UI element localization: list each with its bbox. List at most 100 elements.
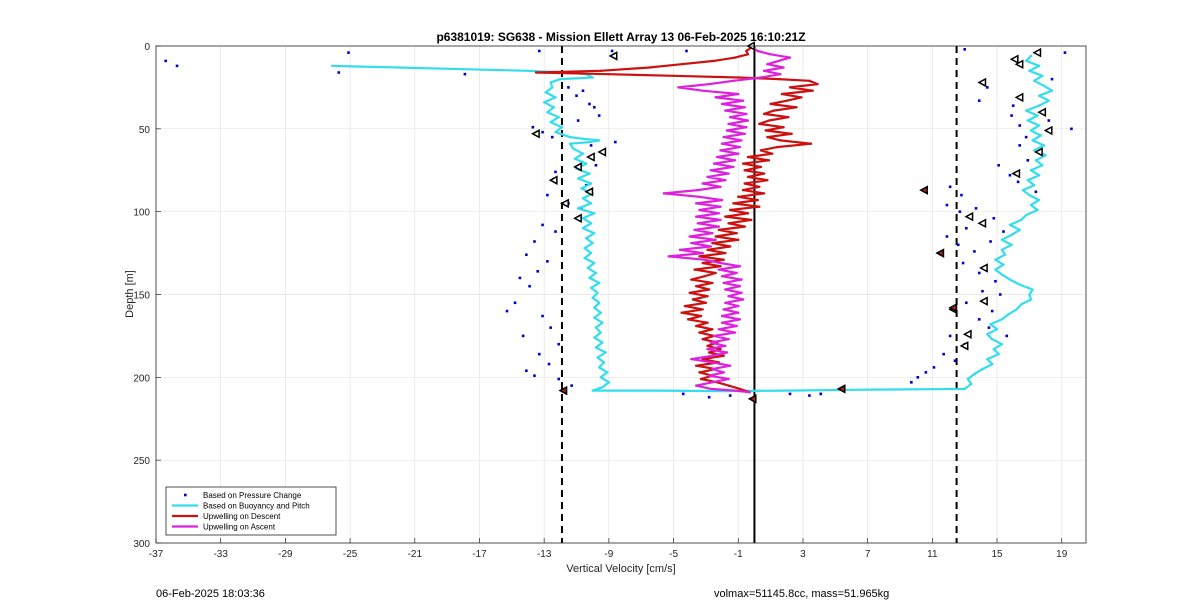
series-vertex-1 [576, 207, 580, 210]
series-vertex-2 [741, 162, 745, 165]
footer-timestamp: 06-Feb-2025 18:03:36 [156, 588, 265, 600]
series-vertex-3 [725, 351, 729, 354]
pressure-point [594, 163, 598, 167]
series-vertex-1 [1000, 273, 1004, 276]
series-vertex-1 [986, 333, 989, 336]
series-vertex-3 [732, 165, 735, 169]
series-vertex-1 [552, 106, 556, 109]
series-vertex-3 [719, 261, 722, 265]
pressure-point [175, 64, 179, 68]
series-vertex-1 [994, 258, 997, 261]
series-vertex-1 [785, 389, 788, 392]
series-vertex-2 [759, 165, 763, 169]
series-vertex-3 [719, 185, 722, 189]
pressure-point [164, 59, 168, 63]
pressure-point [965, 301, 968, 305]
triangle-marker [977, 218, 987, 229]
series-vertex-1 [559, 77, 562, 81]
pressure-point [567, 86, 570, 89]
series-vertex-1 [594, 271, 598, 275]
series-vertex-1 [850, 388, 853, 391]
legend: Based on Pressure Change Based on Buoyanc… [165, 486, 337, 536]
series-vertex-1 [597, 281, 601, 285]
series-vertex-2 [711, 281, 714, 285]
pressure-point [945, 203, 949, 207]
pressure-point [463, 72, 467, 76]
series-vertex-3 [719, 149, 722, 152]
series-vertex-1 [1028, 193, 1031, 197]
series-vertex-2 [800, 96, 803, 99]
series-vertex-3 [717, 212, 721, 215]
x-tick-label: 11 [927, 549, 938, 560]
pressure-point [1002, 230, 1005, 233]
series-vertex-3 [727, 172, 730, 175]
series-vertex-1 [588, 276, 591, 280]
series-vertex-3 [717, 225, 721, 228]
series-vertex-2 [767, 159, 771, 162]
series-vertex-1 [599, 311, 602, 314]
series-vertex-1 [986, 357, 989, 361]
series-vertex-1 [1010, 243, 1013, 246]
x-tick-label: 3 [800, 549, 806, 560]
series-vertex-3 [693, 228, 696, 232]
series-vertex-1 [589, 251, 593, 255]
series-vertex-1 [1042, 84, 1046, 87]
series-vertex-3 [745, 112, 748, 116]
series-vertex-2 [690, 278, 693, 281]
pressure-point [1010, 114, 1013, 117]
triangle-marker [608, 51, 618, 61]
series-vertex-1 [1037, 124, 1041, 127]
series-vertex-2 [782, 125, 785, 129]
series-vertex-1 [591, 76, 594, 79]
series-vertex-2 [728, 245, 732, 248]
series-vertex-3 [711, 367, 714, 371]
series-vertex-3 [743, 106, 746, 109]
series-vertex-3 [728, 116, 732, 119]
series-vertex-3 [712, 334, 716, 338]
series-vertex-1 [596, 356, 599, 359]
pressure-point [953, 359, 957, 363]
series-vertex-2 [711, 241, 714, 245]
y-tick-label: 150 [133, 291, 150, 302]
series-vertex-1 [981, 367, 984, 371]
series-vertex-1 [1033, 183, 1036, 187]
series-vertex-3 [727, 122, 730, 126]
triangle-marker [1014, 92, 1024, 103]
pressure-point [528, 284, 531, 288]
series-vertex-2 [648, 66, 651, 69]
series-vertex-3 [714, 96, 717, 99]
series-vertex-3 [717, 268, 721, 271]
y-axis-label: Depth [m] [124, 270, 136, 318]
series-vertex-2 [759, 149, 763, 152]
series-vertex-1 [990, 362, 994, 366]
pressure-point [610, 49, 614, 53]
series-vertex-1 [588, 172, 591, 175]
series-vertex-2 [756, 198, 759, 202]
series-vertex-1 [601, 386, 604, 389]
series-vertex-1 [1028, 293, 1031, 296]
series-vertex-3 [759, 76, 763, 79]
series-vertex-2 [698, 331, 701, 334]
pressure-point [958, 210, 962, 213]
series-vertex-1 [560, 125, 564, 129]
series-vertex-1 [589, 202, 593, 205]
series-vertex-2 [777, 77, 780, 81]
series-vertex-1 [1041, 164, 1044, 167]
series-vertex-2 [714, 235, 717, 238]
pressure-point [581, 89, 585, 93]
series-vertex-1 [1029, 203, 1033, 207]
series-vertex-2 [686, 318, 690, 321]
pressure-point [1063, 51, 1067, 54]
series-vertex-1 [594, 346, 598, 349]
x-tick-label: -21 [408, 549, 423, 560]
series-vertex-2 [717, 228, 721, 232]
pressure-point [593, 105, 596, 109]
pressure-point [965, 226, 968, 230]
triangle-marker [573, 213, 582, 224]
series-vertex-1 [1031, 288, 1034, 291]
series-vertex-1 [557, 116, 560, 119]
series-vertex-2 [758, 205, 761, 208]
pressure-point [533, 240, 536, 243]
series-vertex-1 [1020, 218, 1023, 222]
reference-lines [560, 46, 958, 543]
